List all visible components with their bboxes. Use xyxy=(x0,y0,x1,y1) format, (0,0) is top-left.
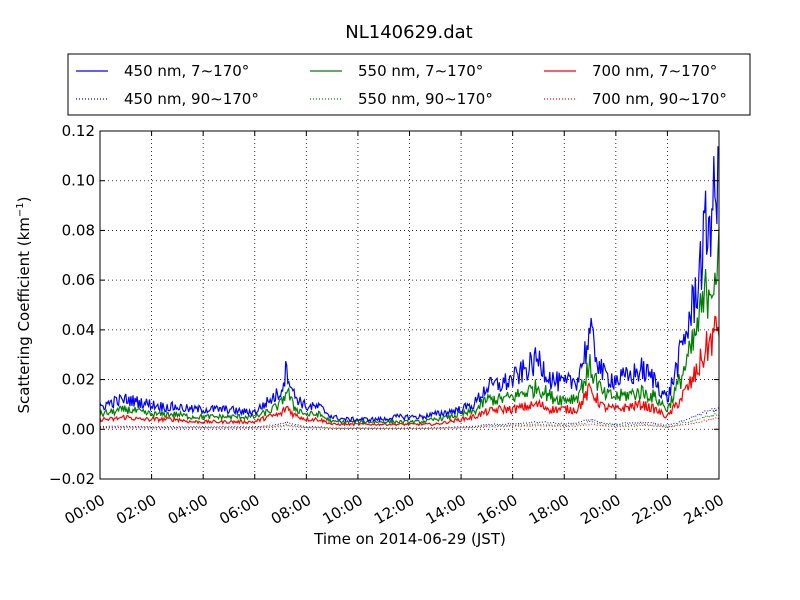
y-tick-label: 0.10 xyxy=(62,172,95,190)
y-tick-label: −0.02 xyxy=(49,470,95,488)
x-tick-label: 06:00 xyxy=(216,491,262,528)
y-tick-label: 0.02 xyxy=(62,371,95,389)
legend-label: 700 nm, 90∼170° xyxy=(592,90,727,108)
series-layer xyxy=(99,146,720,430)
x-tick-label: 22:00 xyxy=(629,491,675,528)
y-tick-label: 0.06 xyxy=(62,271,95,289)
legend-box xyxy=(67,53,751,116)
y-axis-label: Scattering Coefficient (km−1) xyxy=(15,196,33,413)
series-line xyxy=(99,315,720,427)
y-tick-label: 0.00 xyxy=(62,420,95,438)
x-tick-label: 00:00 xyxy=(62,491,108,528)
x-tick-label: 14:00 xyxy=(423,491,469,528)
x-tick-label: 20:00 xyxy=(577,491,623,528)
x-tick-label: 08:00 xyxy=(268,491,314,528)
x-tick-label: 18:00 xyxy=(526,491,572,528)
x-tick-label: 10:00 xyxy=(319,491,365,528)
y-tick-label: 0.04 xyxy=(62,321,95,339)
y-tick-label: 0.08 xyxy=(62,221,95,239)
x-tick-label: 12:00 xyxy=(371,491,417,528)
y-tick-label: 0.12 xyxy=(62,122,95,140)
x-tick-label: 04:00 xyxy=(165,491,211,528)
chart-title: NL140629.dat xyxy=(345,22,472,43)
legend-label: 450 nm, 7∼170° xyxy=(124,62,249,80)
x-axis: 00:00 02:00 04:00 06:00 08:00 10:00 12:00 14:00… xyxy=(62,131,727,528)
legend: 450 nm, 7∼170° 550 nm, 7∼170° 700 nm, 7∼17… xyxy=(67,53,751,116)
x-axis-label: Time on 2014-06-29 (JST) xyxy=(313,530,506,548)
x-tick-label: 24:00 xyxy=(681,491,727,528)
x-tick-label: 16:00 xyxy=(474,491,520,528)
legend-label: 700 nm, 7∼170° xyxy=(592,62,717,80)
series-line xyxy=(99,146,720,424)
series-line xyxy=(99,416,720,430)
y-axis: −0.02 0.00 0.02 0.04 0.06 0.08 0.10 0.12 xyxy=(49,122,719,488)
legend-label: 550 nm, 7∼170° xyxy=(358,62,483,80)
legend-label: 450 nm, 90∼170° xyxy=(124,90,259,108)
legend-label: 550 nm, 90∼170° xyxy=(358,90,493,108)
series-line xyxy=(99,228,720,425)
x-tick-label: 02:00 xyxy=(113,491,159,528)
